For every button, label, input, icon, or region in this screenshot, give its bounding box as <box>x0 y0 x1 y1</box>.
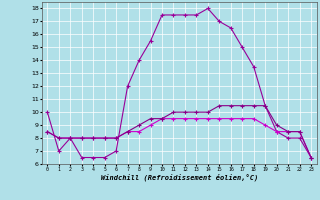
X-axis label: Windchill (Refroidissement éolien,°C): Windchill (Refroidissement éolien,°C) <box>100 173 258 181</box>
